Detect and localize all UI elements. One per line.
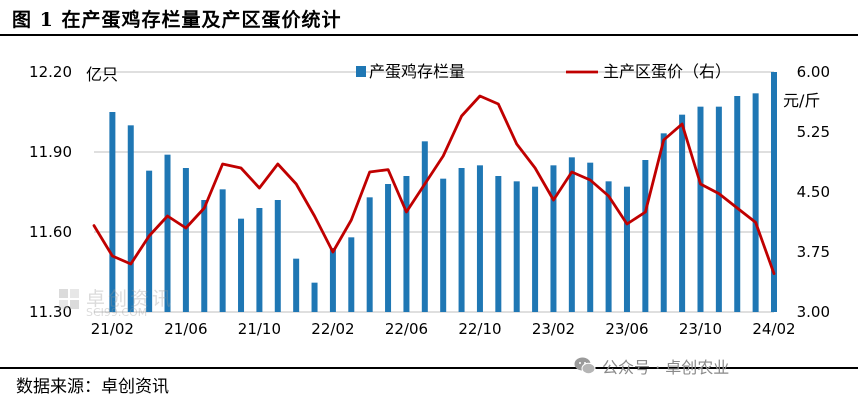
bar bbox=[513, 181, 520, 312]
left-tick-label: 11.60 bbox=[29, 223, 72, 241]
title-bar: 图 1 在产蛋鸡存栏量及产区蛋价统计 bbox=[0, 0, 858, 34]
bar bbox=[734, 96, 741, 312]
bar bbox=[311, 282, 318, 312]
bar bbox=[550, 165, 557, 312]
right-axis-ticks: 6.00 5.25 4.50 3.75 3.00 bbox=[797, 63, 830, 321]
bottom-rule bbox=[0, 367, 858, 369]
bar bbox=[715, 106, 722, 313]
gridlines bbox=[94, 71, 774, 313]
wechat-watermark: 公众号 · 卓创农业 bbox=[574, 353, 729, 379]
left-axis-unit: 亿只 bbox=[86, 65, 118, 84]
bar bbox=[127, 125, 134, 312]
legend-bar-label: 产蛋鸡存栏量 bbox=[369, 62, 465, 81]
legend-bar-swatch bbox=[356, 66, 366, 77]
bar bbox=[752, 93, 759, 312]
right-tick-label: 3.75 bbox=[797, 243, 830, 261]
bar bbox=[421, 141, 428, 312]
bar bbox=[697, 106, 704, 313]
chart: 12.20 11.90 11.60 11.30 6.00 5.25 4.50 3.75 3.0… bbox=[29, 62, 830, 338]
faint-watermark-cn: 卓创资讯 bbox=[86, 288, 175, 310]
bar bbox=[385, 184, 392, 312]
legend-line-label: 主产区蛋价（右） bbox=[603, 62, 731, 81]
bar bbox=[532, 186, 539, 312]
x-tick-label: 23/06 bbox=[605, 320, 648, 338]
bar bbox=[623, 186, 630, 312]
x-tick-label: 21/02 bbox=[91, 320, 134, 338]
bar bbox=[164, 154, 171, 312]
right-tick-label: 5.25 bbox=[797, 123, 830, 141]
bar bbox=[109, 112, 116, 312]
left-tick-label: 11.30 bbox=[29, 303, 72, 321]
x-tick-label: 23/02 bbox=[532, 320, 575, 338]
right-tick-label: 4.50 bbox=[797, 183, 830, 201]
wechat-icon bbox=[574, 357, 596, 375]
bar bbox=[256, 208, 263, 312]
price-line bbox=[92, 94, 776, 276]
x-tick-label: 23/10 bbox=[679, 320, 722, 338]
left-axis-ticks: 12.20 11.90 11.60 11.30 bbox=[29, 63, 72, 321]
legend: 产蛋鸡存栏量 主产区蛋价（右） bbox=[356, 62, 731, 81]
left-tick-label: 11.90 bbox=[29, 143, 72, 161]
bar bbox=[679, 114, 686, 313]
x-tick-label: 21/06 bbox=[164, 320, 207, 338]
bar bbox=[440, 178, 447, 312]
x-tick-label: 21/10 bbox=[238, 320, 281, 338]
bar bbox=[274, 200, 281, 312]
bar bbox=[329, 248, 336, 312]
bar bbox=[348, 237, 355, 312]
bar bbox=[238, 218, 245, 312]
bar bbox=[587, 162, 594, 312]
bar bbox=[293, 258, 300, 312]
x-axis-ticks: 21/02 21/06 21/10 22/02 22/06 22/10 23/02 23/06… bbox=[91, 320, 796, 338]
bar bbox=[605, 181, 612, 312]
x-tick-label: 22/02 bbox=[311, 320, 354, 338]
right-axis-unit: 元/斤 bbox=[783, 91, 820, 110]
bar bbox=[403, 176, 410, 312]
bar bbox=[201, 200, 208, 312]
x-tick-label: 22/10 bbox=[458, 320, 501, 338]
bar bbox=[219, 189, 226, 312]
left-tick-label: 12.20 bbox=[29, 63, 72, 81]
bar bbox=[568, 157, 575, 312]
bar bbox=[495, 176, 502, 312]
right-tick-label: 6.00 bbox=[797, 63, 830, 81]
right-tick-label: 3.00 bbox=[797, 303, 830, 321]
top-rule bbox=[0, 34, 858, 36]
bar bbox=[642, 160, 649, 312]
bar bbox=[660, 133, 667, 312]
bar bbox=[458, 168, 465, 312]
bar bbox=[771, 72, 777, 312]
x-tick-label: 24/02 bbox=[752, 320, 795, 338]
faint-watermark: 卓创资讯 SCI99.COM bbox=[54, 284, 204, 322]
bar bbox=[476, 165, 483, 312]
figure-title: 图 1 在产蛋鸡存栏量及产区蛋价统计 bbox=[12, 9, 342, 31]
x-tick-label: 22/06 bbox=[385, 320, 428, 338]
bar-series bbox=[109, 72, 777, 313]
watermark-text: 公众号 · 卓创农业 bbox=[602, 358, 730, 377]
faint-watermark-en: SCI99.COM bbox=[86, 306, 148, 319]
source-note: 数据来源：卓创资讯 bbox=[16, 377, 169, 397]
bar bbox=[182, 168, 189, 312]
bar bbox=[366, 197, 373, 312]
bar bbox=[146, 170, 153, 312]
faint-watermark-logo-icon bbox=[59, 289, 79, 309]
